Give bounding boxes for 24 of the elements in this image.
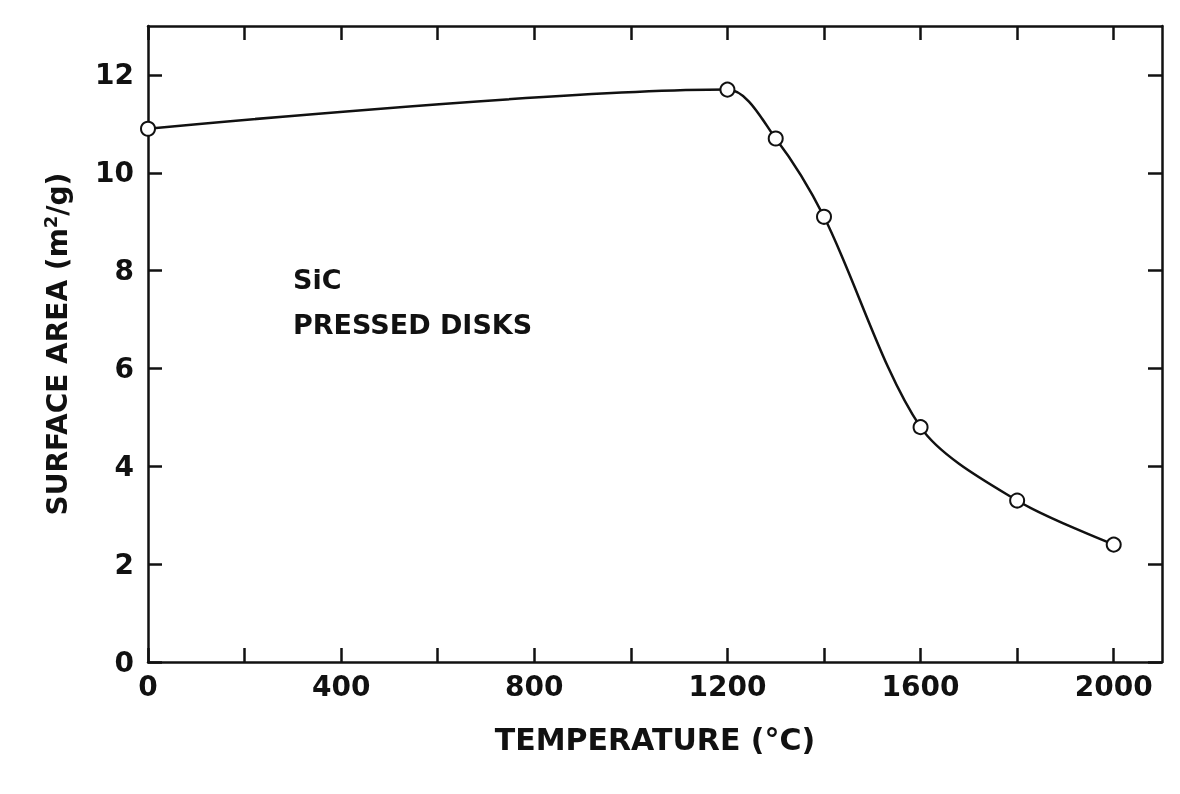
point [1105,536,1122,553]
y-tick-label: 10 [95,156,134,190]
y-tick-label: 6 [114,351,134,385]
point [912,419,929,436]
annotation: PRESSED DISKS [293,309,533,340]
x-tick-label: 2000 [1074,669,1153,703]
y-tick-label: 8 [114,254,134,288]
point [1009,492,1026,509]
point [140,120,156,137]
point [767,130,784,147]
x-tick-label: 0 [138,669,158,703]
x-tick-label: 1200 [688,669,767,703]
y-tick-label: 12 [95,58,134,92]
annotation: SiC [293,264,342,295]
x-axis-title: TEMPERATURE (°C) [494,721,816,757]
point [816,208,832,225]
y-axis-title: SURFACE AREA (m2/g) [39,172,74,516]
y-tick-label: 2 [114,547,134,581]
x-tick-label: 400 [311,669,371,703]
x-tick-label: 800 [505,669,564,703]
y-tick-label: 0 [114,645,134,679]
point [719,81,736,98]
y-tick-label: 4 [114,449,134,483]
x-tick-label: 1600 [881,669,960,703]
